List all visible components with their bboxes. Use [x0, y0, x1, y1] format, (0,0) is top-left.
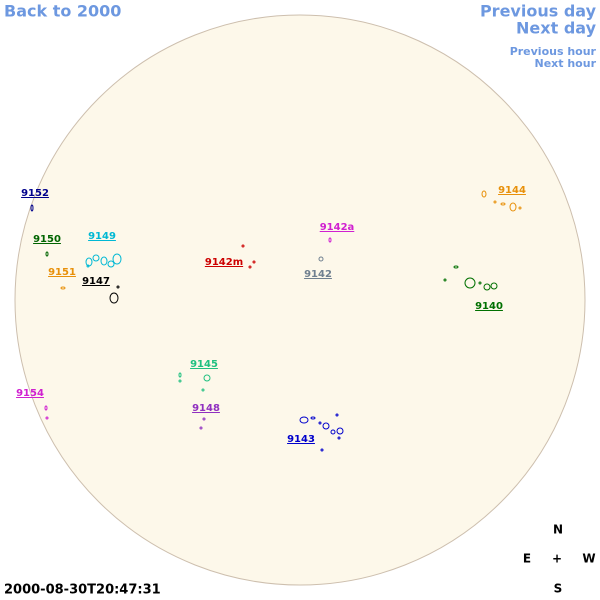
region-label[interactable]: 9142a	[320, 222, 355, 233]
next-hour-link[interactable]: Next hour	[535, 57, 597, 70]
sunspot	[320, 448, 324, 452]
sunspot	[464, 277, 476, 289]
sunspot	[178, 372, 182, 378]
compass-south: S	[554, 582, 563, 596]
region-label[interactable]: 9154	[16, 388, 44, 399]
sunspot	[299, 416, 309, 424]
next-day-link[interactable]: Next day	[516, 19, 597, 38]
sunspot	[443, 278, 447, 282]
sunspot	[509, 202, 517, 212]
sunspot	[310, 416, 316, 420]
sunspot	[45, 251, 49, 257]
sunspot	[335, 413, 339, 417]
sunspot	[337, 436, 341, 440]
timestamp: 2000-08-30T20:47:31	[4, 583, 161, 598]
compass-center: +	[552, 552, 562, 566]
sunspot	[45, 416, 49, 420]
sunspot	[100, 256, 108, 266]
region-label[interactable]: 9151	[48, 267, 76, 278]
sunspot	[248, 265, 252, 269]
sunspot	[86, 264, 90, 268]
sunspot	[336, 427, 344, 435]
previous-hour-link[interactable]: Previous hour	[510, 45, 597, 58]
sunspot	[107, 260, 115, 268]
compass-north: N	[553, 523, 563, 537]
sunspot	[330, 429, 336, 435]
sunspot	[252, 260, 256, 264]
sunspot	[109, 292, 119, 304]
sunspot	[493, 200, 497, 204]
sunspot	[328, 237, 332, 243]
region-label[interactable]: 9147	[82, 276, 110, 287]
compass-west: W	[582, 552, 595, 566]
back-link[interactable]: Back to 2000	[4, 2, 121, 21]
sunspot	[490, 282, 498, 290]
sunspot	[202, 417, 206, 421]
previous-day-link[interactable]: Previous day	[480, 2, 597, 21]
sunspot	[199, 426, 203, 430]
sunspot	[60, 286, 66, 290]
region-label[interactable]: 9140	[475, 301, 503, 312]
sunspot	[478, 281, 482, 285]
sunspot	[318, 256, 324, 262]
sunspot	[30, 204, 34, 212]
sunspot	[92, 254, 100, 262]
sunspot	[44, 405, 48, 411]
region-label[interactable]: 9145	[190, 359, 218, 370]
sunspot	[483, 283, 491, 291]
region-label[interactable]: 9148	[192, 403, 220, 414]
sunspot	[518, 206, 522, 210]
region-label[interactable]: 9152	[21, 188, 49, 199]
region-label[interactable]: 9143	[287, 434, 315, 445]
region-label[interactable]: 9150	[33, 234, 61, 245]
region-label[interactable]: 9142m	[205, 257, 243, 268]
sunspot	[481, 190, 487, 198]
sunspot	[453, 265, 459, 269]
compass-east: E	[523, 552, 531, 566]
region-label[interactable]: 9149	[88, 231, 116, 242]
sunspot	[116, 285, 120, 289]
sunspot	[178, 379, 182, 383]
sunspot	[203, 374, 211, 382]
region-label[interactable]: 9144	[498, 185, 526, 196]
sunspot	[318, 421, 322, 425]
solar-disk	[14, 14, 586, 586]
sunspot	[500, 202, 506, 206]
sunspot	[241, 244, 245, 248]
region-label[interactable]: 9142	[304, 269, 332, 280]
sunspot	[322, 422, 330, 430]
sunspot	[201, 388, 205, 392]
sunspot	[112, 253, 122, 265]
